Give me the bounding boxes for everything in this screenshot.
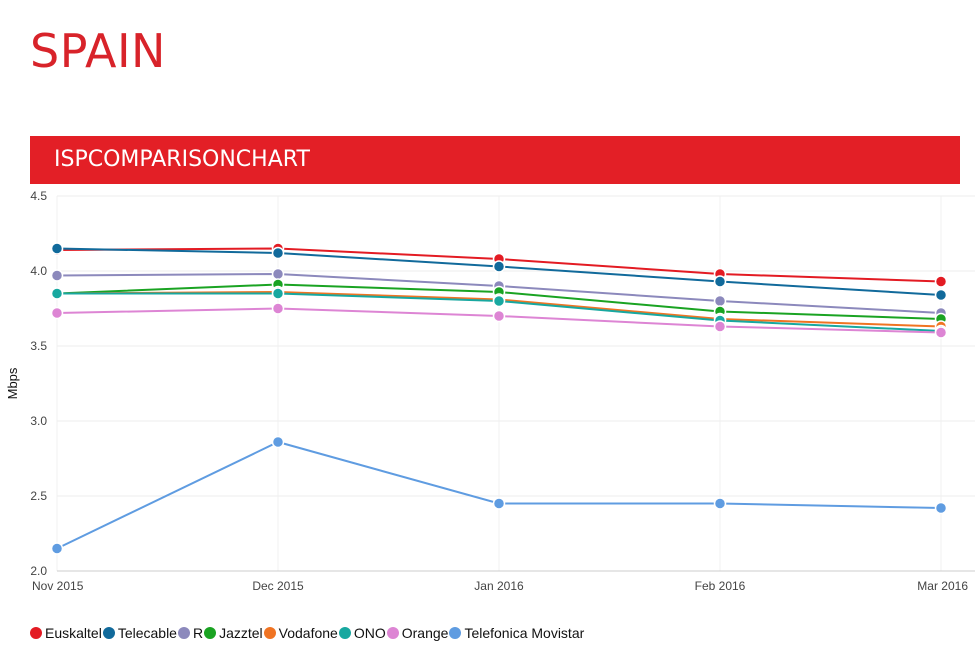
legend-swatch bbox=[102, 627, 115, 639]
legend-item[interactable]: R bbox=[177, 625, 204, 641]
data-point[interactable] bbox=[50, 542, 64, 555]
line-chart: 2.0 2.5 3.0 3.5 4.0 4.5 Nov 2015 Dec 2015 Jan 20… bbox=[5, 189, 975, 593]
data-point[interactable] bbox=[492, 497, 506, 510]
data-point[interactable] bbox=[50, 287, 64, 300]
legend-swatch bbox=[449, 627, 462, 639]
legend-item[interactable]: Vodafone bbox=[263, 625, 338, 641]
legend: Euskaltel Telecable R Jazztel Vodafone ONO Ora… bbox=[30, 624, 585, 642]
data-point[interactable] bbox=[50, 242, 64, 255]
data-point[interactable] bbox=[271, 287, 285, 300]
data-point[interactable] bbox=[271, 267, 285, 281]
data-point[interactable] bbox=[934, 288, 948, 302]
page-title: SPAIN bbox=[30, 24, 166, 78]
y-tick-label: 3.0 bbox=[30, 414, 47, 428]
axes: 2.0 2.5 3.0 3.5 4.0 4.5 Nov 2015 Dec 2015 Jan 20… bbox=[5, 189, 975, 593]
series-telefonica-movistar bbox=[50, 435, 948, 555]
x-tick-label: Feb 2016 bbox=[695, 579, 746, 593]
legend-label: Vodafone bbox=[278, 625, 338, 641]
series-orange bbox=[50, 302, 948, 339]
y-tick-label: 4.0 bbox=[30, 264, 47, 278]
data-point[interactable] bbox=[713, 320, 727, 333]
x-tick-label: Nov 2015 bbox=[32, 579, 84, 593]
data-point[interactable] bbox=[934, 501, 948, 515]
data-point[interactable] bbox=[713, 275, 727, 288]
y-axis-label: Mbps bbox=[5, 367, 20, 399]
legend-swatch bbox=[386, 627, 399, 639]
data-point[interactable] bbox=[271, 246, 285, 260]
chart-title: ISPCOMPARISONCHART bbox=[54, 147, 310, 172]
legend-item[interactable]: ONO bbox=[338, 625, 386, 641]
data-point[interactable] bbox=[492, 309, 506, 323]
data-point[interactable] bbox=[934, 275, 948, 288]
data-point[interactable] bbox=[492, 294, 506, 308]
legend-label: R bbox=[192, 625, 204, 641]
legend-swatch bbox=[204, 627, 217, 639]
data-point[interactable] bbox=[271, 302, 285, 315]
grid-lines bbox=[56, 195, 975, 572]
legend-label: Telecable bbox=[117, 625, 177, 641]
legend-item[interactable]: Jazztel bbox=[204, 625, 263, 641]
x-tick-label: Mar 2016 bbox=[917, 579, 968, 593]
x-tick-label: Jan 2016 bbox=[474, 579, 524, 593]
legend-swatch bbox=[263, 627, 276, 639]
data-point[interactable] bbox=[934, 326, 948, 339]
legend-label: Jazztel bbox=[219, 625, 263, 641]
y-tick-label: 2.5 bbox=[30, 489, 47, 503]
data-point[interactable] bbox=[713, 294, 727, 308]
data-point[interactable] bbox=[713, 497, 727, 510]
legend-item[interactable]: Orange bbox=[386, 625, 449, 641]
legend-label: Telefonica Movistar bbox=[464, 625, 585, 641]
legend-label: Euskaltel bbox=[45, 625, 102, 641]
legend-item[interactable]: Euskaltel bbox=[30, 625, 102, 641]
data-point[interactable] bbox=[50, 306, 64, 320]
y-tick-label: 3.5 bbox=[30, 339, 47, 353]
legend-swatch bbox=[177, 627, 190, 639]
legend-swatch bbox=[30, 627, 42, 639]
legend-swatch bbox=[338, 627, 351, 639]
data-point[interactable] bbox=[492, 260, 506, 273]
series-group bbox=[50, 242, 948, 555]
legend-label: Orange bbox=[401, 625, 449, 641]
y-tick-label: 2.0 bbox=[30, 564, 47, 578]
y-tick-label: 4.5 bbox=[30, 189, 47, 203]
series-telecable bbox=[50, 242, 948, 302]
legend-item[interactable]: Telecable bbox=[102, 625, 177, 641]
data-point[interactable] bbox=[50, 269, 64, 282]
chart-banner: ISPCOMPARISONCHART bbox=[30, 136, 960, 184]
legend-label: ONO bbox=[353, 625, 386, 641]
data-point[interactable] bbox=[271, 435, 285, 449]
x-tick-label: Dec 2015 bbox=[252, 579, 304, 593]
legend-item[interactable]: Telefonica Movistar bbox=[449, 625, 584, 641]
